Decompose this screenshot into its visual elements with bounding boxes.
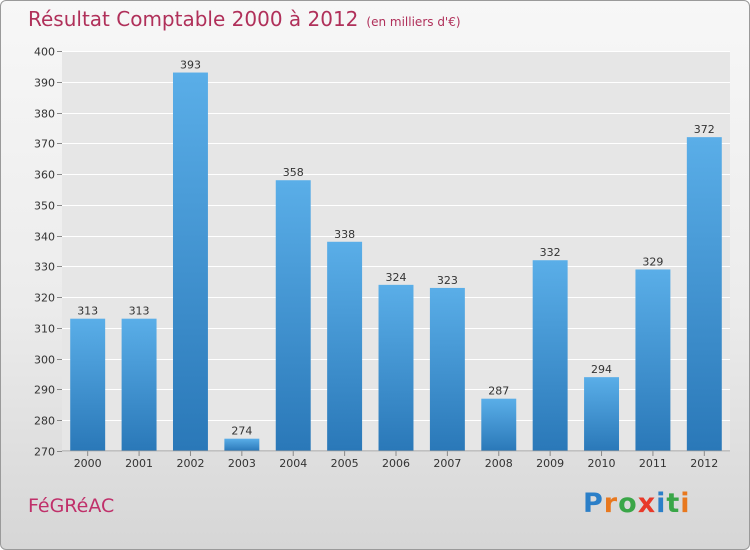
bar-2010 — [584, 377, 620, 451]
title-text: Résultat Comptable 2000 à 2012 — [28, 7, 359, 31]
y-tick-label: 280 — [34, 415, 55, 428]
x-tick-label: 2008 — [485, 457, 513, 470]
proxiti-logo: Proxiti — [583, 488, 691, 519]
logo-letter: t — [666, 488, 681, 519]
x-tick-label: 2011 — [639, 457, 667, 470]
y-tick-label: 380 — [34, 108, 55, 121]
x-tick-label: 2003 — [228, 457, 256, 470]
bar-2000 — [70, 318, 106, 451]
y-tick-label: 340 — [34, 231, 55, 244]
y-tick-label: 290 — [34, 384, 55, 397]
y-tick-label: 330 — [34, 261, 55, 274]
logo-letter: i — [680, 488, 691, 519]
y-tick-label: 300 — [34, 354, 55, 367]
logo-letter: o — [618, 488, 638, 519]
x-tick-label: 2012 — [690, 457, 718, 470]
x-tick-label: 2007 — [433, 457, 461, 470]
bar-2007 — [429, 287, 465, 451]
logo-letter: P — [583, 488, 604, 519]
y-tick-label: 400 — [34, 46, 55, 59]
logo-letter: i — [656, 488, 667, 519]
bar-2006 — [378, 284, 414, 451]
value-label: 358 — [283, 166, 304, 179]
logo-letter: r — [603, 488, 619, 519]
y-tick-label: 310 — [34, 323, 55, 336]
value-label: 313 — [129, 305, 150, 318]
x-tick-label: 2004 — [279, 457, 307, 470]
value-label: 393 — [180, 59, 201, 72]
bar-2001 — [121, 318, 157, 451]
y-tick-label: 370 — [34, 138, 55, 151]
value-label: 329 — [642, 255, 663, 268]
value-label: 294 — [591, 363, 612, 376]
y-tick-label: 270 — [34, 446, 55, 459]
value-label: 332 — [540, 246, 561, 259]
bars: 313 313 393 274 358 338 324 323 287 332 294 329 372 — [70, 59, 722, 452]
value-label: 323 — [437, 274, 458, 287]
bar-2004 — [275, 180, 311, 451]
y-axis: 270 280 290 300 310 320 330 340 350 360 370 380 390 4… — [34, 46, 62, 459]
x-tick-label: 2009 — [536, 457, 564, 470]
bar-2008 — [481, 398, 517, 451]
value-label: 372 — [694, 123, 715, 136]
bar-2009 — [532, 260, 568, 451]
x-tick-label: 2002 — [176, 457, 204, 470]
unit-subtitle: (en milliers d'€) — [366, 15, 461, 29]
y-tick-label: 350 — [34, 200, 55, 213]
logo-letter: x — [637, 488, 657, 519]
x-tick-label: 2001 — [125, 457, 153, 470]
bar-2012 — [686, 137, 722, 451]
bar-2011 — [635, 269, 671, 451]
x-tick-label: 2005 — [331, 457, 359, 470]
value-label: 287 — [488, 385, 509, 398]
value-label: 338 — [334, 228, 355, 241]
y-tick-label: 360 — [34, 169, 55, 182]
value-label: 274 — [231, 425, 252, 438]
chart-title: Résultat Comptable 2000 à 2012 (en millie… — [28, 7, 461, 31]
bar-2003 — [224, 438, 260, 451]
x-axis: 2000 2001 2002 2003 2004 2005 2006 2007 2008 2009… — [74, 451, 718, 470]
value-label: 313 — [77, 305, 98, 318]
bar-2005 — [327, 241, 363, 451]
x-tick-label: 2010 — [588, 457, 616, 470]
y-tick-label: 320 — [34, 292, 55, 305]
value-label: 324 — [386, 271, 407, 284]
commune-name: FéGRéAC — [28, 495, 115, 517]
y-tick-label: 390 — [34, 77, 55, 90]
bar-2002 — [172, 72, 208, 452]
x-tick-label: 2006 — [382, 457, 410, 470]
x-tick-label: 2000 — [74, 457, 102, 470]
